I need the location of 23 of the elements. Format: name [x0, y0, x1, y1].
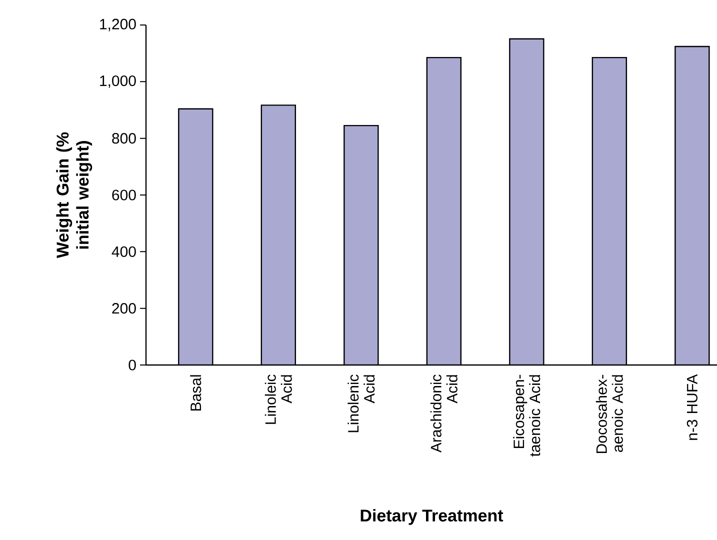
- x-tick-label: Linoleic Acid: [264, 374, 292, 424]
- bar: [261, 105, 296, 365]
- bar: [592, 58, 626, 365]
- x-tick-label: Linolenic Acid: [348, 374, 375, 432]
- x-tick-label: n-3 HUFA: [686, 374, 698, 440]
- y-tick-label: 600: [112, 190, 136, 200]
- bar: [178, 108, 213, 365]
- y-tick-label: 800: [112, 133, 136, 144]
- y-tick-label: 200: [112, 303, 136, 314]
- x-axis-title: Dietary Treatment: [360, 509, 504, 525]
- x-tick-label: Eicosapen-taenoic Acid: [513, 374, 540, 457]
- y-tick-label: 400: [112, 246, 136, 257]
- x-tick-label: Docosahex-aenoic Acid: [596, 374, 623, 454]
- bar: [344, 126, 378, 365]
- y-tick-label: 1,200: [100, 18, 136, 32]
- y-tick-label: 0: [128, 360, 136, 370]
- bar: [674, 46, 710, 365]
- x-tick-label: Basal: [190, 375, 202, 410]
- x-tick-label: Arachidonic Acid: [430, 374, 458, 453]
- bar: [510, 38, 544, 365]
- y-axis-title: Weight Gain (% initial weight): [56, 132, 92, 258]
- y-tick-label: 1,000: [100, 75, 136, 88]
- bar: [426, 58, 461, 365]
